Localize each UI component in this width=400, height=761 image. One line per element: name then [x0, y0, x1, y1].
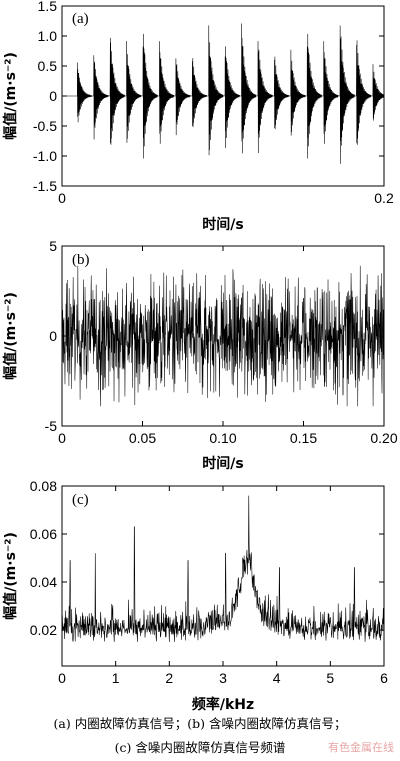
x-tick-label-b-4: 0.20 [370, 430, 397, 446]
x-tick-label-b-0: 0 [58, 430, 66, 446]
x-tick-label-c-1: 1 [112, 670, 120, 686]
y-axis-title-c: 幅值/(m·s⁻²) [2, 532, 19, 620]
y-tick-label-a-4: 0.5 [38, 58, 58, 74]
signal-line-b [61, 265, 385, 407]
x-axis-title-a: 时间/s [202, 216, 243, 233]
x-tick-label-c-6: 6 [380, 670, 388, 686]
panel-c: 0 1 2 3 4 5 6 0.02 0.04 0.06 0.08 (c) 频率/kHz 幅值/(m… [2, 478, 388, 713]
y-tick-label-b-2: 5 [49, 238, 57, 254]
y-tick-label-c-3: 0.08 [30, 478, 57, 494]
panel-tag-b: (b) [72, 252, 90, 268]
watermark: 有色金属在线 [328, 741, 394, 754]
axis-ticks-b: 0 0.05 0.10 0.15 0.20-505 [45, 238, 398, 446]
signal-trace-a [62, 23, 385, 164]
y-axis-title-a: 幅值/(m·s⁻²) [2, 52, 19, 140]
x-tick-label-c-3: 3 [219, 670, 227, 686]
panel-tag-a: (a) [72, 11, 89, 27]
y-tick-label-a-6: 1.5 [38, 0, 58, 14]
x-tick-label-b-2: 0.10 [209, 430, 236, 446]
x-tick-label-c-4: 4 [273, 670, 281, 686]
signal-line-a [62, 23, 385, 164]
panel-b: 0 0.05 0.10 0.15 0.20-505 (b) 时间/s 幅值/(m·s⁻²… [2, 238, 398, 472]
figure: 0 0.2 -1.5 -1.0 -0.5 0 0.5 1.0 1.5 (a) 时间/s 幅值/(… [2, 0, 398, 713]
y-tick-label-a-2: -0.5 [33, 118, 57, 134]
panel-a: 0 0.2 -1.5 -1.0 -0.5 0 0.5 1.0 1.5 (a) 时间/s 幅值/(… [2, 0, 394, 233]
y-tick-label-a-0: -1.5 [33, 178, 57, 194]
x-axis-title-b: 时间/s [202, 455, 243, 472]
axis-ticks-c: 0 1 2 3 4 5 6 0.02 0.04 0.06 0.08 [30, 478, 388, 686]
spectrum-trace-c [61, 495, 385, 642]
x-tick-label-b-3: 0.15 [290, 430, 317, 446]
panel-tag-c: (c) [72, 492, 89, 508]
y-axis-title-b: 幅值/(m·s⁻²) [2, 292, 19, 380]
x-tick-label-b-1: 0.05 [129, 430, 156, 446]
signal-trace-b [61, 265, 385, 407]
x-tick-label-c-2: 2 [165, 670, 173, 686]
y-tick-label-a-5: 1.0 [38, 28, 58, 44]
x-tick-label-a-0: 0 [58, 190, 66, 206]
y-tick-label-b-0: -5 [45, 418, 58, 434]
figure-caption-line-2: (c) 含噪内圈故障仿真信号频谱 [114, 740, 286, 755]
figure-caption-line-1: (a) 内圈故障仿真信号；(b) 含噪内圈故障仿真信号； [53, 716, 347, 731]
x-tick-label-c-0: 0 [58, 670, 66, 686]
y-tick-label-c-0: 0.02 [30, 622, 57, 638]
y-tick-label-c-2: 0.06 [30, 526, 57, 542]
x-tick-label-a-1: 0.2 [374, 190, 394, 206]
axis-ticks-a: 0 0.2 -1.5 -1.0 -0.5 0 0.5 1.0 1.5 [33, 0, 394, 206]
y-tick-label-b-1: 0 [49, 328, 57, 344]
y-tick-label-c-1: 0.04 [30, 574, 57, 590]
x-tick-label-c-5: 5 [326, 670, 334, 686]
plot-frame-c [61, 485, 385, 667]
y-tick-label-a-3: 0 [49, 88, 57, 104]
y-tick-label-a-1: -1.0 [33, 148, 57, 164]
x-axis-title-c: 频率/kHz [192, 696, 254, 713]
spectrum-line-c [61, 495, 385, 642]
